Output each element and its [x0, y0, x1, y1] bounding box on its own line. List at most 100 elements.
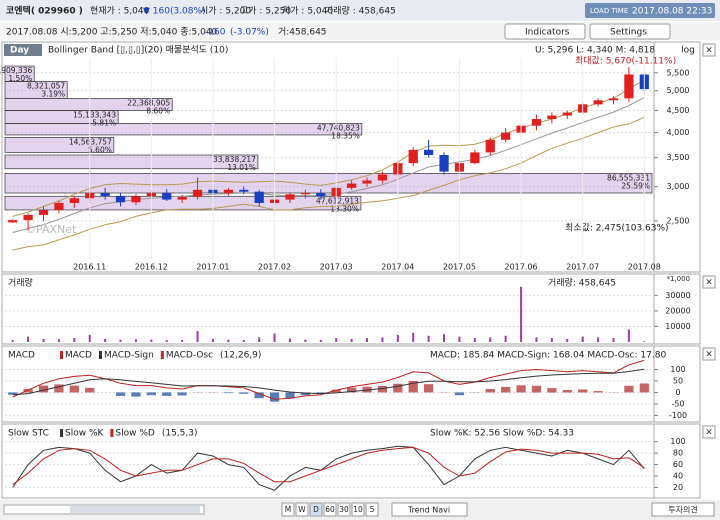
period-button[interactable]: [337, 502, 351, 517]
period-button-label[interactable]: D: [313, 505, 319, 514]
indicator-line: [12, 445, 645, 491]
period-button-label[interactable]: M: [285, 505, 291, 514]
indicators-button[interactable]: [504, 23, 586, 40]
scroll-thumb[interactable]: [70, 506, 200, 513]
trend-button[interactable]: [391, 502, 468, 517]
settings-button[interactable]: [589, 23, 671, 40]
volume-bar: [288, 338, 291, 342]
period-button[interactable]: [309, 502, 323, 517]
indicator-line: [12, 368, 645, 396]
profile-pct-label: 18.30%: [330, 204, 359, 213]
trend-label[interactable]: Trend Navi: [407, 506, 450, 515]
diff-pct: (-3.07%): [230, 28, 269, 38]
x-tick-label: 2016.11: [73, 263, 106, 272]
profile-value-label: 22,368,905: [127, 98, 170, 107]
opinion-label[interactable]: 투자의견: [668, 505, 697, 515]
osc-bar: [8, 392, 18, 395]
period-button[interactable]: [365, 502, 379, 517]
y-tick-label: 3,000: [667, 182, 690, 191]
volume-bar: [211, 338, 214, 342]
y-tick-label: 100: [670, 437, 685, 446]
candle-body: [624, 74, 634, 99]
close-button[interactable]: [702, 275, 716, 289]
stock-name: 코엔텍( 029960 ): [6, 5, 83, 17]
info-volume: 거:458,645: [278, 27, 327, 38]
candle-body: [424, 149, 434, 156]
volume-bar: [535, 337, 538, 342]
period-button-label[interactable]: 60: [325, 505, 335, 514]
osc-bar: [239, 392, 249, 394]
close-button[interactable]: [702, 425, 716, 439]
candle-body: [177, 196, 187, 200]
load-time: 2017.08.08 22:33: [632, 7, 712, 17]
y-tick-label: 3,500: [667, 153, 690, 162]
volume-bar: [134, 339, 137, 342]
opinion-button[interactable]: [651, 502, 715, 517]
indicators-label[interactable]: Indicators: [525, 28, 570, 38]
y-tick-label: 20000: [665, 306, 690, 315]
osc-bar: [377, 386, 388, 393]
period-button-label[interactable]: 5: [370, 505, 375, 514]
volume-bar: [227, 339, 230, 342]
y-tick-label: 100: [670, 365, 685, 374]
close-button[interactable]: [702, 347, 716, 361]
volume-bar: [597, 337, 600, 342]
close-button[interactable]: [702, 43, 716, 57]
params: (15,5,3): [162, 429, 198, 439]
osc-bar: [501, 386, 511, 393]
panel-readout: MACD: 185.84 MACD-Sign: 168.04 MACD-Osc:…: [430, 351, 666, 361]
candle-body: [223, 189, 233, 194]
params: (12,26,9): [220, 351, 261, 361]
close-icon[interactable]: ×: [705, 428, 713, 438]
candle-body: [439, 155, 449, 172]
volume-bar: [242, 339, 245, 342]
volume-profile-bar: [4, 136, 115, 153]
osc-bar: [316, 392, 326, 394]
volume-bar: [42, 338, 45, 342]
panel-frame: [1, 345, 701, 423]
period-button-label[interactable]: 10: [353, 505, 363, 514]
settings-label[interactable]: Settings: [610, 28, 647, 38]
period-button[interactable]: [323, 502, 337, 517]
osc-bar: [269, 392, 280, 402]
legend-label: Slow %D: [115, 429, 154, 439]
volume-bar: [119, 339, 122, 342]
osc-bar: [593, 391, 603, 393]
volume-bar: [489, 337, 492, 342]
candle-body: [531, 119, 542, 126]
osc-bar: [578, 389, 588, 393]
load-label: LOAD TIME: [590, 7, 628, 15]
high: 고가 : 5,250: [240, 6, 291, 17]
candle-body: [69, 198, 79, 203]
volume-bar: [73, 338, 76, 342]
change: ▼ 160(3.08%): [143, 7, 206, 17]
period-button[interactable]: [281, 502, 295, 517]
candle-body: [285, 194, 295, 200]
period-label: Day: [10, 46, 29, 56]
legend-swatch: [110, 429, 114, 437]
osc-bar: [223, 392, 233, 394]
candle-body: [192, 189, 203, 197]
y-tick-label: 20: [673, 483, 683, 492]
period-button[interactable]: [351, 502, 365, 517]
profile-value-label: 47,740,823: [317, 123, 360, 132]
volume-bar: [165, 340, 168, 342]
candle-body: [316, 193, 326, 197]
volume-bar: [643, 341, 646, 342]
profile-value-label: 86,555,331: [607, 173, 650, 182]
close-icon[interactable]: ×: [705, 350, 713, 360]
candle-body: [300, 193, 311, 195]
close-icon[interactable]: ×: [705, 46, 713, 56]
candle-body: [608, 98, 619, 101]
top-bar: [0, 0, 720, 21]
legend-label: Slow %K: [65, 429, 104, 439]
osc-bar: [69, 385, 79, 393]
candle-body: [562, 112, 572, 116]
bands-readout: U: 5,296 L: 4,340 M: 4,818: [535, 46, 655, 56]
close-icon[interactable]: ×: [705, 278, 713, 288]
period-button[interactable]: [295, 502, 309, 517]
x-tick-label: 2017.03: [320, 263, 353, 272]
period-button-label[interactable]: W: [298, 505, 306, 514]
period-button-label[interactable]: 30: [339, 505, 349, 514]
y-tick-label: 4,000: [667, 128, 690, 137]
